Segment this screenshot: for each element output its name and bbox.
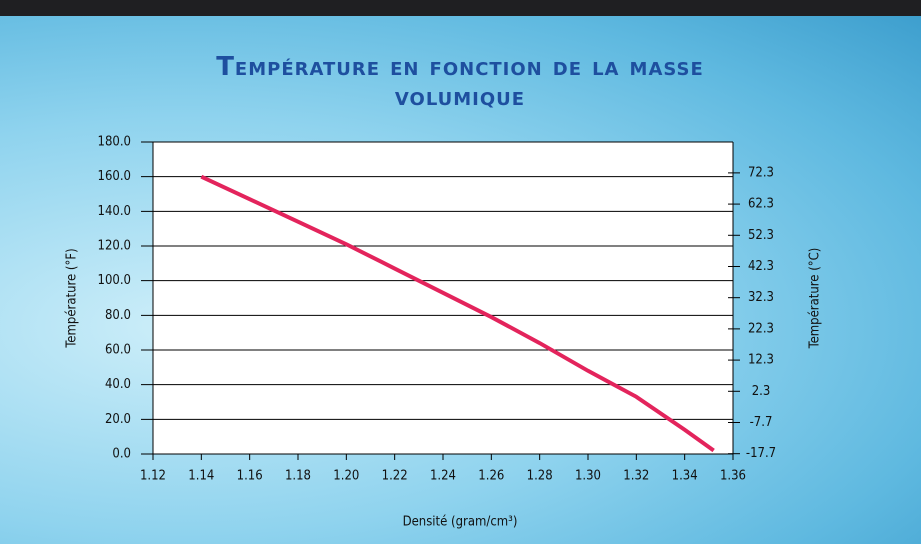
y2-tick-label: 62.3 xyxy=(748,197,774,212)
x-tick-label: 1.36 xyxy=(720,469,746,484)
y-tick-label: 160.0 xyxy=(98,169,131,184)
screen: Température en fonction de la masse volu… xyxy=(0,0,921,544)
y-tick-label: 100.0 xyxy=(98,273,131,288)
x-tick-label: 1.12 xyxy=(140,469,166,484)
y-tick-label: 140.0 xyxy=(98,204,131,219)
x-tick-label: 1.18 xyxy=(285,469,311,484)
x-tick-label: 1.20 xyxy=(333,469,359,484)
y2-tick-label: 52.3 xyxy=(748,228,774,243)
y2-tick-label: 2.3 xyxy=(752,384,771,399)
y-tick-label: 80.0 xyxy=(105,308,131,323)
plot-area xyxy=(153,142,733,454)
y-tick-label: 20.0 xyxy=(105,412,131,427)
x-axis-label: Densité (gram/cm³) xyxy=(403,515,518,530)
x-tick-label: 1.16 xyxy=(237,469,263,484)
y2-tick-label: 42.3 xyxy=(748,259,774,274)
x-tick-label: 1.32 xyxy=(623,469,649,484)
x-tick-label: 1.28 xyxy=(527,469,553,484)
y2-tick-label: -7.7 xyxy=(750,415,773,430)
y-tick-label: 180.0 xyxy=(98,135,131,150)
y-tick-label: 0.0 xyxy=(112,447,131,462)
x-tick-label: 1.30 xyxy=(575,469,601,484)
x-tick-label: 1.24 xyxy=(430,469,456,484)
y-tick-label: 40.0 xyxy=(105,377,131,392)
y2-tick-label: 22.3 xyxy=(748,321,774,336)
x-tick-label: 1.26 xyxy=(478,469,504,484)
y-tick-label: 60.0 xyxy=(105,343,131,358)
y2-tick-label: 12.3 xyxy=(748,353,774,368)
x-tick-label: 1.34 xyxy=(672,469,698,484)
y-tick-label: 120.0 xyxy=(98,239,131,254)
y2-axis-label: Température (°C) xyxy=(808,248,823,350)
x-tick-label: 1.14 xyxy=(188,469,214,484)
y2-tick-label: -17.7 xyxy=(746,446,776,461)
chart: Densité (gram/cm³) Température (°F) Temp… xyxy=(0,0,921,544)
y-axis-label: Température (°F) xyxy=(65,248,80,348)
y2-tick-label: 72.3 xyxy=(748,165,774,180)
x-tick-label: 1.22 xyxy=(382,469,408,484)
y2-tick-label: 32.3 xyxy=(748,290,774,305)
